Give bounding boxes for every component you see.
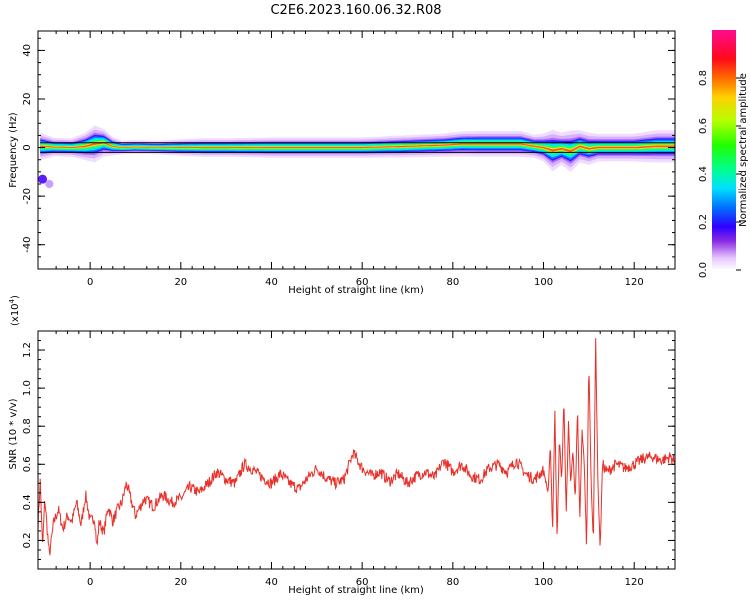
snr-ytick-label-4: 1.0	[22, 380, 33, 396]
snr-exponent-close: )	[10, 295, 21, 299]
snr-exponent-label: (x104)	[8, 295, 21, 326]
spectrogram-isolated-points	[38, 174, 54, 189]
figure-title: C2E6.2023.160.06.32.R08	[270, 3, 441, 18]
colorbar-tick-label-0: 0.0	[698, 262, 709, 278]
snr-x-ticks: 0 20 40 60 80 100 120	[55, 331, 669, 588]
snr-plot-area	[38, 331, 675, 569]
colorbar-tick-label-3: 0.6	[698, 118, 709, 134]
spectrogram-xtick-label-4: 80	[446, 277, 459, 288]
spectrogram-ytick-label-4: 40	[22, 44, 33, 57]
spectrogram-xtick-label-1: 20	[174, 277, 187, 288]
colorbar: 0.0 0.2 0.4 0.6 0.8 Normalized spectral ampl…	[698, 30, 749, 278]
snr-xtick-label-4: 80	[446, 577, 459, 588]
colorbar-gradient	[712, 30, 736, 270]
snr-exponent-power: 4	[8, 298, 16, 303]
colorbar-tick-label-2: 0.4	[698, 166, 709, 182]
spectrogram-ytick-label-2: 0	[22, 144, 33, 150]
snr-xtick-label-0: 0	[87, 577, 93, 588]
snr-ytick-label-0: 0.2	[22, 532, 33, 548]
snr-xtick-label-5: 100	[534, 577, 553, 588]
spectrogram-ytick-label-0: -40	[22, 237, 33, 253]
spectrogram-panel: 0 20 40 60 80 100 120 -40 -20 0 20 40 Height of st…	[8, 30, 676, 296]
spectrogram-ytick-label-3: 20	[22, 93, 33, 106]
spectrogram-ytick-label-1: -20	[22, 188, 33, 204]
colorbar-ticks: 0.0 0.2 0.4 0.6 0.8	[698, 70, 741, 278]
snr-frame	[37, 330, 676, 570]
snr-exponent-base: (x10	[10, 303, 21, 326]
spectrogram-band-9	[40, 142, 676, 153]
spectrogram-frame	[37, 30, 676, 270]
snr-ytick-label-5: 1.2	[22, 342, 33, 358]
snr-xtick-label-2: 40	[265, 577, 278, 588]
spectrogram-x-ticks: 0 20 40 60 80 100 120	[55, 31, 669, 288]
snr-panel: 0 20 40 60 80 100 120 0.2 0.4 0.6 0.8 1.0 1.2 Heigh…	[8, 295, 676, 596]
spectrogram-y-ticks: -40 -20 0 20 40	[22, 37, 675, 270]
snr-ytick-label-1: 0.4	[22, 494, 33, 510]
spectrogram-point-0	[38, 174, 48, 184]
colorbar-tick-label-1: 0.2	[698, 214, 709, 230]
spectrogram-xtick-label-5: 100	[534, 277, 553, 288]
spectrogram-xtick-label-3: 60	[356, 277, 369, 288]
snr-xtick-label-6: 120	[625, 577, 644, 588]
colorbar-tick-label-4: 0.8	[698, 70, 709, 86]
colorbar-label: Normalized spectral amplitude	[738, 73, 749, 227]
spectrogram-reference-lines	[40, 142, 675, 153]
spectrogram-xtick-label-0: 0	[87, 277, 93, 288]
spectrogram-xtick-label-2: 40	[265, 277, 278, 288]
spectrogram-xtick-label-6: 120	[625, 277, 644, 288]
spectrogram-point-1	[45, 179, 54, 189]
spectrogram-y-axis-label: Frequency (Hz)	[8, 112, 19, 188]
snr-y-axis-label: SNR (10 * v/v)	[8, 398, 19, 469]
snr-ytick-label-2: 0.6	[22, 456, 33, 472]
snr-xtick-label-3: 60	[356, 577, 369, 588]
snr-xtick-label-1: 20	[174, 577, 187, 588]
snr-series-line	[37, 338, 675, 556]
snr-y-ticks: 0.2 0.4 0.6 0.8 1.0 1.2	[22, 330, 675, 570]
snr-x-axis-label: Height of straight line (km)	[288, 585, 424, 596]
snr-ytick-label-3: 0.8	[22, 418, 33, 434]
spectrogram-x-axis-label: Height of straight line (km)	[288, 285, 424, 296]
